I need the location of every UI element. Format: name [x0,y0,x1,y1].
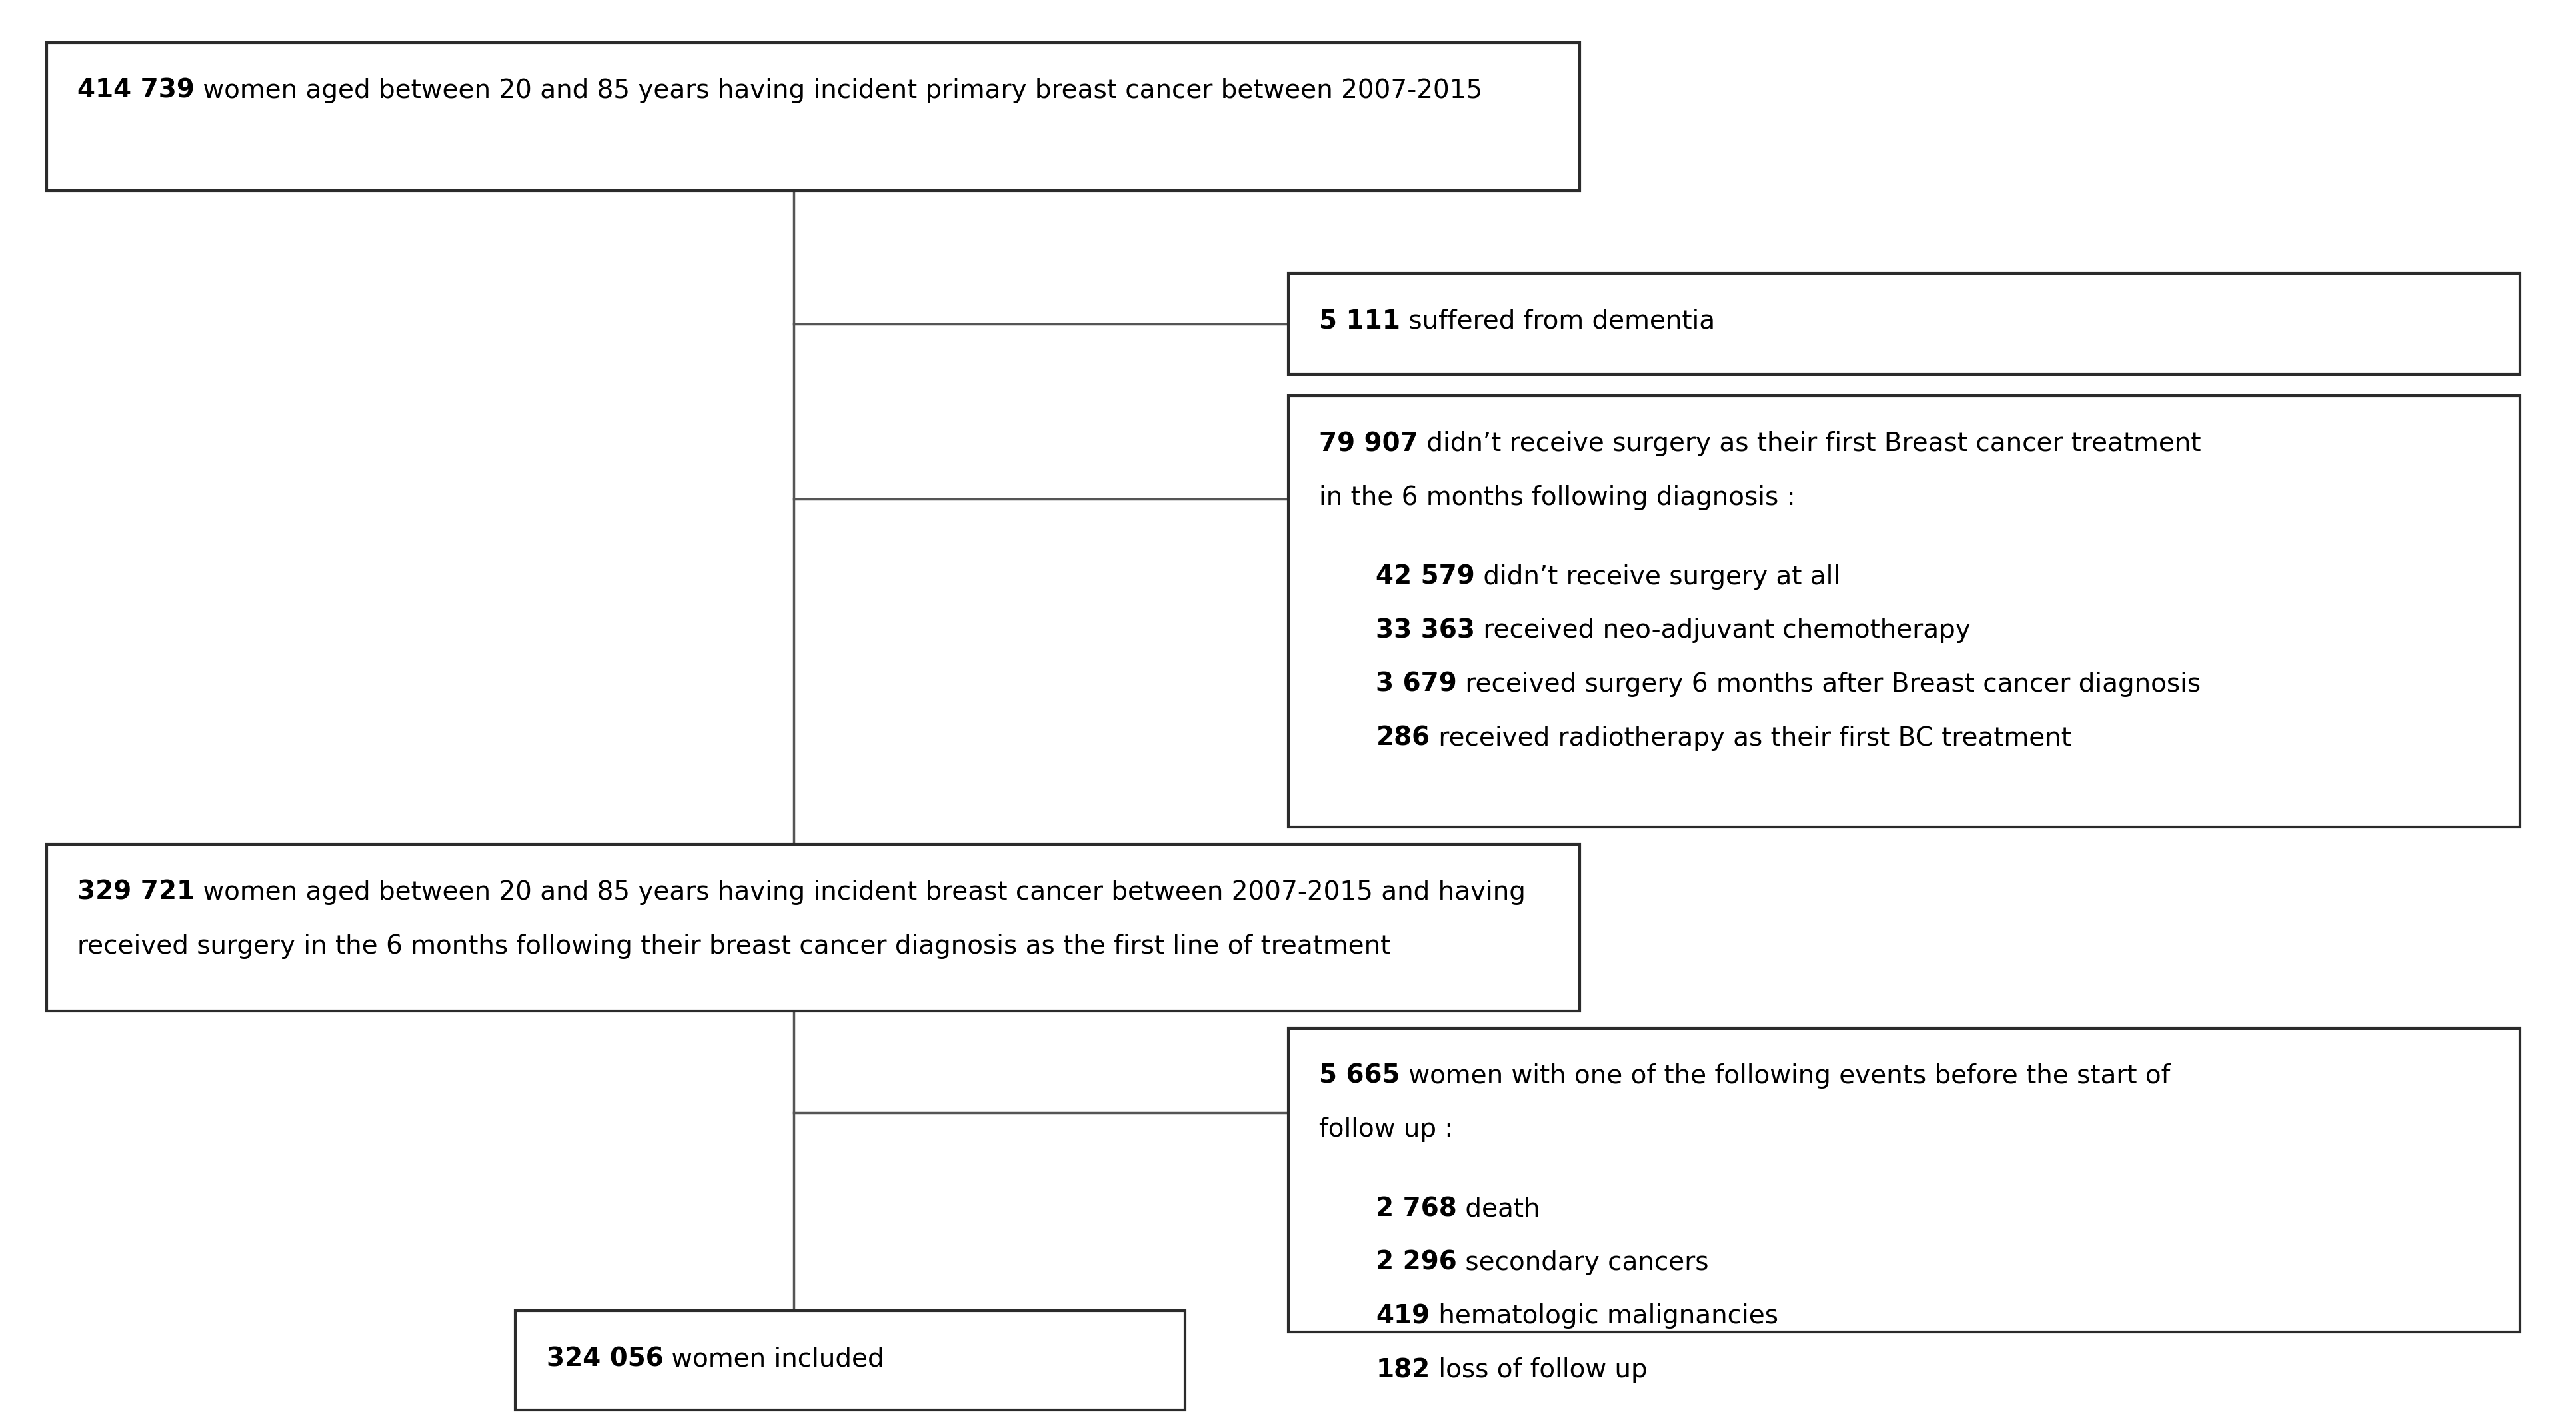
Text: 42 579: 42 579 [1376,564,1473,590]
Text: women with one of the following events before the start of: women with one of the following events b… [1399,1063,2169,1089]
Text: didn’t receive surgery as their first Breast cancer treatment: didn’t receive surgery as their first Br… [1417,431,2200,457]
FancyBboxPatch shape [1288,1028,2519,1332]
Text: 419: 419 [1376,1304,1430,1329]
Text: women included: women included [662,1346,884,1372]
FancyBboxPatch shape [1288,396,2519,827]
Text: 286: 286 [1376,725,1430,751]
FancyBboxPatch shape [515,1311,1185,1410]
FancyBboxPatch shape [46,844,1579,1011]
Text: 329 721: 329 721 [77,880,196,905]
Text: received surgery 6 months after Breast cancer diagnosis: received surgery 6 months after Breast c… [1455,672,2200,697]
Text: 79 907: 79 907 [1319,431,1417,457]
Text: 33 363: 33 363 [1376,618,1476,643]
Text: 182: 182 [1376,1357,1430,1383]
Text: received neo-adjuvant chemotherapy: received neo-adjuvant chemotherapy [1476,618,1971,643]
Text: didn’t receive surgery at all: didn’t receive surgery at all [1473,564,1839,590]
Text: suffered from dementia: suffered from dementia [1401,308,1716,334]
FancyBboxPatch shape [46,42,1579,191]
Text: 5 665: 5 665 [1319,1063,1399,1089]
Text: loss of follow up: loss of follow up [1430,1357,1646,1383]
Text: hematologic malignancies: hematologic malignancies [1430,1304,1777,1329]
Text: received radiotherapy as their first BC treatment: received radiotherapy as their first BC … [1430,725,2071,751]
Text: 2 768: 2 768 [1376,1196,1455,1222]
Text: received surgery in the 6 months following their breast cancer diagnosis as the : received surgery in the 6 months followi… [77,933,1391,959]
Text: in the 6 months following diagnosis :: in the 6 months following diagnosis : [1319,485,1795,510]
Text: 5 111: 5 111 [1319,308,1401,334]
Text: 3 679: 3 679 [1376,672,1455,697]
Text: 324 056: 324 056 [546,1346,662,1372]
Text: death: death [1455,1196,1540,1222]
Text: follow up :: follow up : [1319,1117,1453,1143]
Text: women aged between 20 and 85 years having incident primary breast cancer between: women aged between 20 and 85 years havin… [193,78,1481,103]
Text: 414 739: 414 739 [77,78,193,103]
Text: 2 296: 2 296 [1376,1250,1455,1275]
Text: women aged between 20 and 85 years having incident breast cancer between 2007-20: women aged between 20 and 85 years havin… [196,880,1525,905]
FancyBboxPatch shape [1288,273,2519,375]
Text: secondary cancers: secondary cancers [1455,1250,1708,1275]
